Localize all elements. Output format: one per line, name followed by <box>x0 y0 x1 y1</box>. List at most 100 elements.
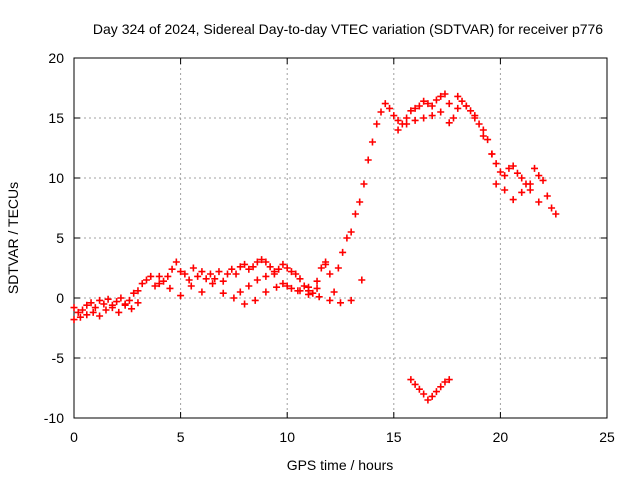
y-tick-label: -10 <box>44 410 64 426</box>
data-point <box>411 104 419 112</box>
data-point <box>209 280 217 288</box>
data-point <box>458 97 466 105</box>
data-point <box>403 114 411 122</box>
data-point <box>251 296 259 304</box>
data-point <box>79 306 87 314</box>
data-point <box>548 204 556 212</box>
data-point <box>275 265 283 273</box>
data-point <box>206 270 214 278</box>
data-point <box>467 107 475 115</box>
data-point <box>420 390 428 398</box>
data-point <box>134 287 142 295</box>
data-point <box>488 150 496 158</box>
data-point <box>296 287 304 295</box>
data-point <box>360 180 368 188</box>
data-point <box>245 282 253 290</box>
data-point <box>219 289 227 297</box>
data-point <box>484 136 492 144</box>
data-point <box>437 92 445 100</box>
data-point <box>292 270 300 278</box>
data-point <box>364 156 372 164</box>
data-point <box>189 264 197 272</box>
data-point <box>305 290 313 298</box>
data-point <box>432 388 440 396</box>
chart-title: Day 324 of 2024, Sidereal Day-to-day VTE… <box>93 21 603 37</box>
data-point <box>535 172 543 180</box>
data-point <box>539 176 547 184</box>
data-point <box>241 260 249 268</box>
data-point <box>411 116 419 124</box>
data-point <box>172 258 180 266</box>
data-point <box>87 299 95 307</box>
data-point <box>475 120 483 128</box>
data-point <box>245 265 253 273</box>
data-point <box>337 299 344 307</box>
data-point <box>296 275 304 283</box>
data-point <box>168 265 176 273</box>
data-point <box>437 108 445 116</box>
y-tick-label: 10 <box>48 170 64 186</box>
data-point <box>279 280 287 288</box>
data-point <box>224 270 232 278</box>
data-point <box>471 112 479 120</box>
data-point <box>415 102 423 110</box>
data-point <box>526 180 534 188</box>
data-point <box>343 234 351 242</box>
data-point <box>279 260 287 268</box>
data-point <box>403 120 411 128</box>
data-point <box>89 308 97 316</box>
data-point <box>287 268 295 276</box>
data-point <box>322 260 330 268</box>
data-point <box>300 282 308 290</box>
data-point <box>230 294 238 302</box>
x-tick-label: 5 <box>177 429 185 445</box>
data-point <box>155 272 163 280</box>
data-point <box>415 385 423 393</box>
data-point <box>513 169 521 177</box>
data-point <box>198 288 206 296</box>
data-point <box>424 396 432 404</box>
data-point <box>479 126 487 134</box>
data-point <box>262 272 270 280</box>
data-point <box>509 162 517 170</box>
data-point <box>219 277 227 285</box>
data-point <box>313 277 321 285</box>
data-point <box>531 164 539 172</box>
x-tick-label: 10 <box>279 429 295 445</box>
data-point <box>509 196 517 204</box>
data-point <box>381 100 389 108</box>
x-tick-label: 0 <box>70 429 78 445</box>
data-point <box>96 296 104 304</box>
y-tick-label: 20 <box>48 50 64 66</box>
data-point <box>128 305 136 313</box>
data-point <box>326 296 334 304</box>
data-point <box>441 378 449 386</box>
data-point <box>518 174 526 182</box>
data-point <box>108 304 116 312</box>
data-point <box>496 168 504 176</box>
data-point <box>160 277 168 285</box>
axis-ticks: 0 5 10 15 20 25 -10 -5 0 5 10 15 20 <box>44 50 615 445</box>
data-point <box>232 270 240 278</box>
data-point <box>326 270 334 278</box>
data-point <box>96 312 104 320</box>
data-point <box>236 288 244 296</box>
data-point <box>462 102 470 110</box>
x-tick-label: 25 <box>599 429 615 445</box>
data-point <box>102 306 110 314</box>
data-point <box>125 296 133 304</box>
data-point <box>91 304 99 312</box>
data-point <box>526 186 534 194</box>
data-point <box>351 210 359 218</box>
data-point <box>181 270 189 278</box>
grid <box>74 58 607 418</box>
y-tick-label: 15 <box>48 110 64 126</box>
data-point <box>100 300 108 308</box>
data-point <box>104 295 112 303</box>
data-point <box>198 268 206 276</box>
data-point <box>492 160 500 168</box>
data-point <box>166 284 174 292</box>
data-point <box>70 316 78 324</box>
data-point <box>151 282 159 290</box>
